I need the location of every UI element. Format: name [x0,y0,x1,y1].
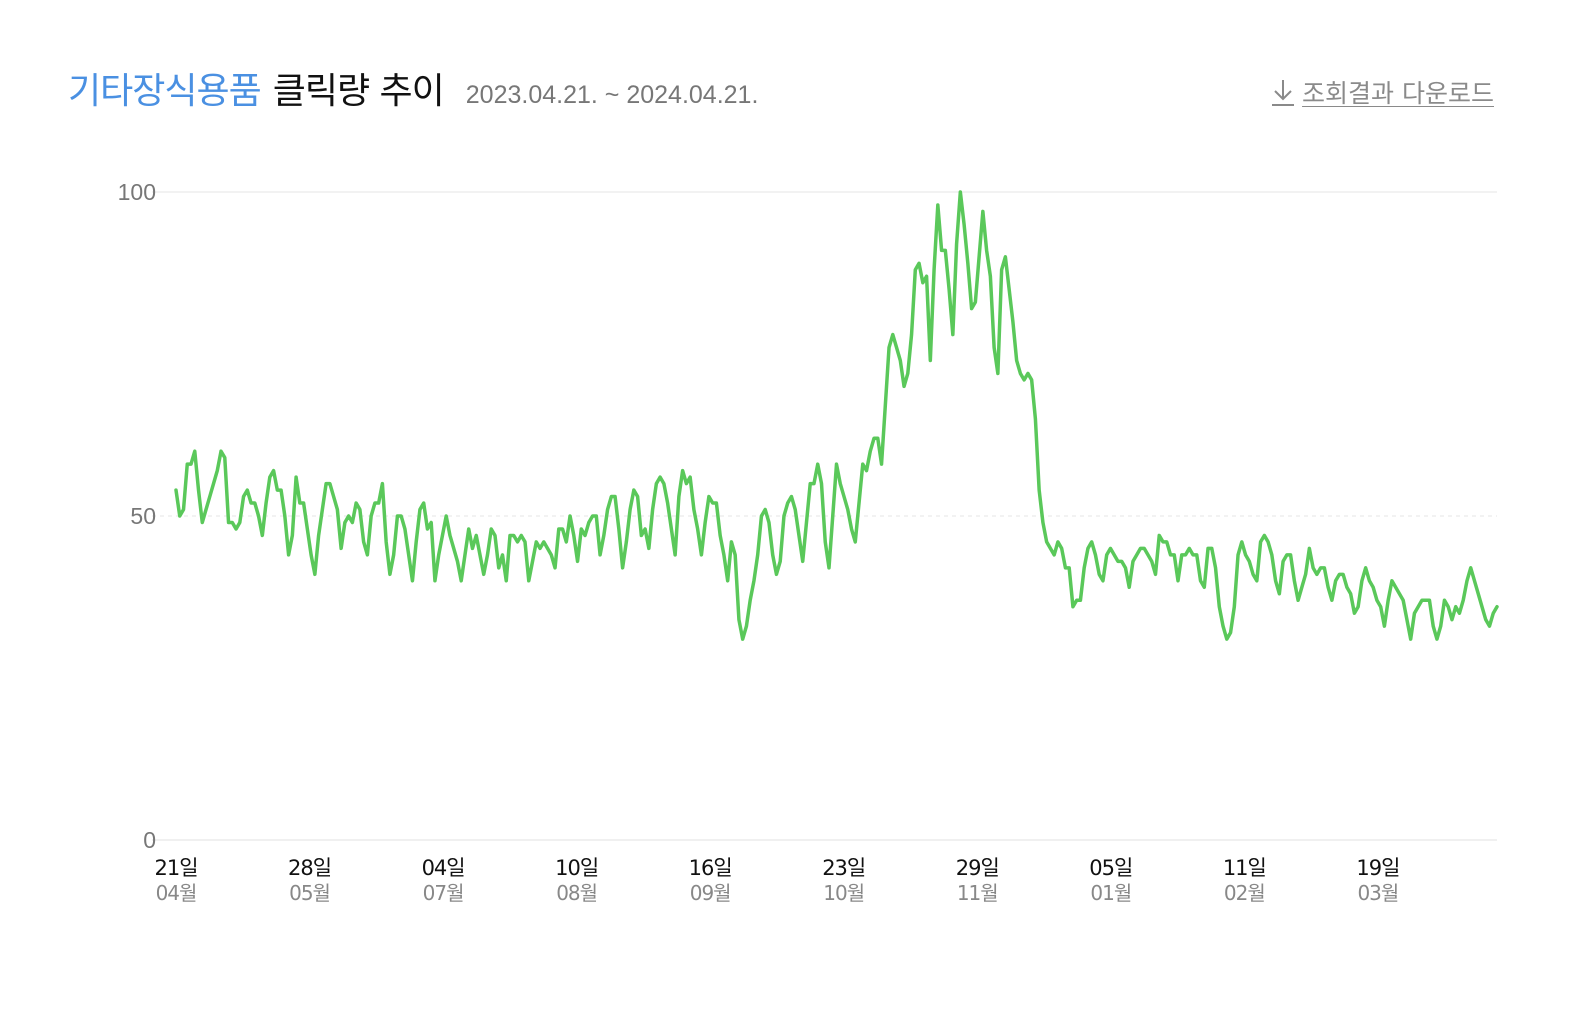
download-arrow-icon [1272,80,1295,106]
x-tick-day: 16일 [689,856,732,880]
series-line-0 [174,190,1499,641]
x-tick-month: 09월 [690,881,731,905]
x-tick-month: 04월 [156,881,197,905]
y-tick-label: 0 [143,827,156,853]
x-tick-day: 05일 [1089,856,1132,880]
date-range: 2023.04.21. ~ 2024.04.21. [465,81,759,109]
x-tick-month: 01월 [1090,881,1131,905]
category-title: 기타장식용품 [68,71,262,112]
x-tick-day: 19일 [1356,856,1399,880]
x-tick-day: 21일 [154,856,197,880]
x-tick-month: 10월 [823,881,864,905]
x-tick-day: 23일 [822,856,865,880]
y-tick-label: 100 [118,179,156,205]
x-tick-month: 02월 [1224,881,1265,905]
x-tick-month: 05월 [289,881,330,905]
x-tick-month: 07월 [423,881,464,905]
download-label: 조회결과 다운로드 [1302,79,1494,108]
x-tick-day: 28일 [288,856,331,880]
y-tick-label: 50 [130,503,156,529]
x-tick-day: 10일 [555,856,598,880]
x-tick-month: 08월 [556,881,597,905]
x-tick-month: 11월 [957,881,998,905]
x-tick-month: 03월 [1357,881,1398,905]
x-tick-day: 29일 [956,856,999,880]
chart-title: 클릭량 추이 [272,71,445,112]
chart-header: 기타장식용품 클릭량 추이 2023.04.21. ~ 2024.04.21. [68,62,758,114]
x-tick-day: 04일 [422,856,465,880]
x-tick-day: 11일 [1223,856,1266,880]
download-button[interactable]: 조회결과 다운로드 [1270,74,1494,110]
